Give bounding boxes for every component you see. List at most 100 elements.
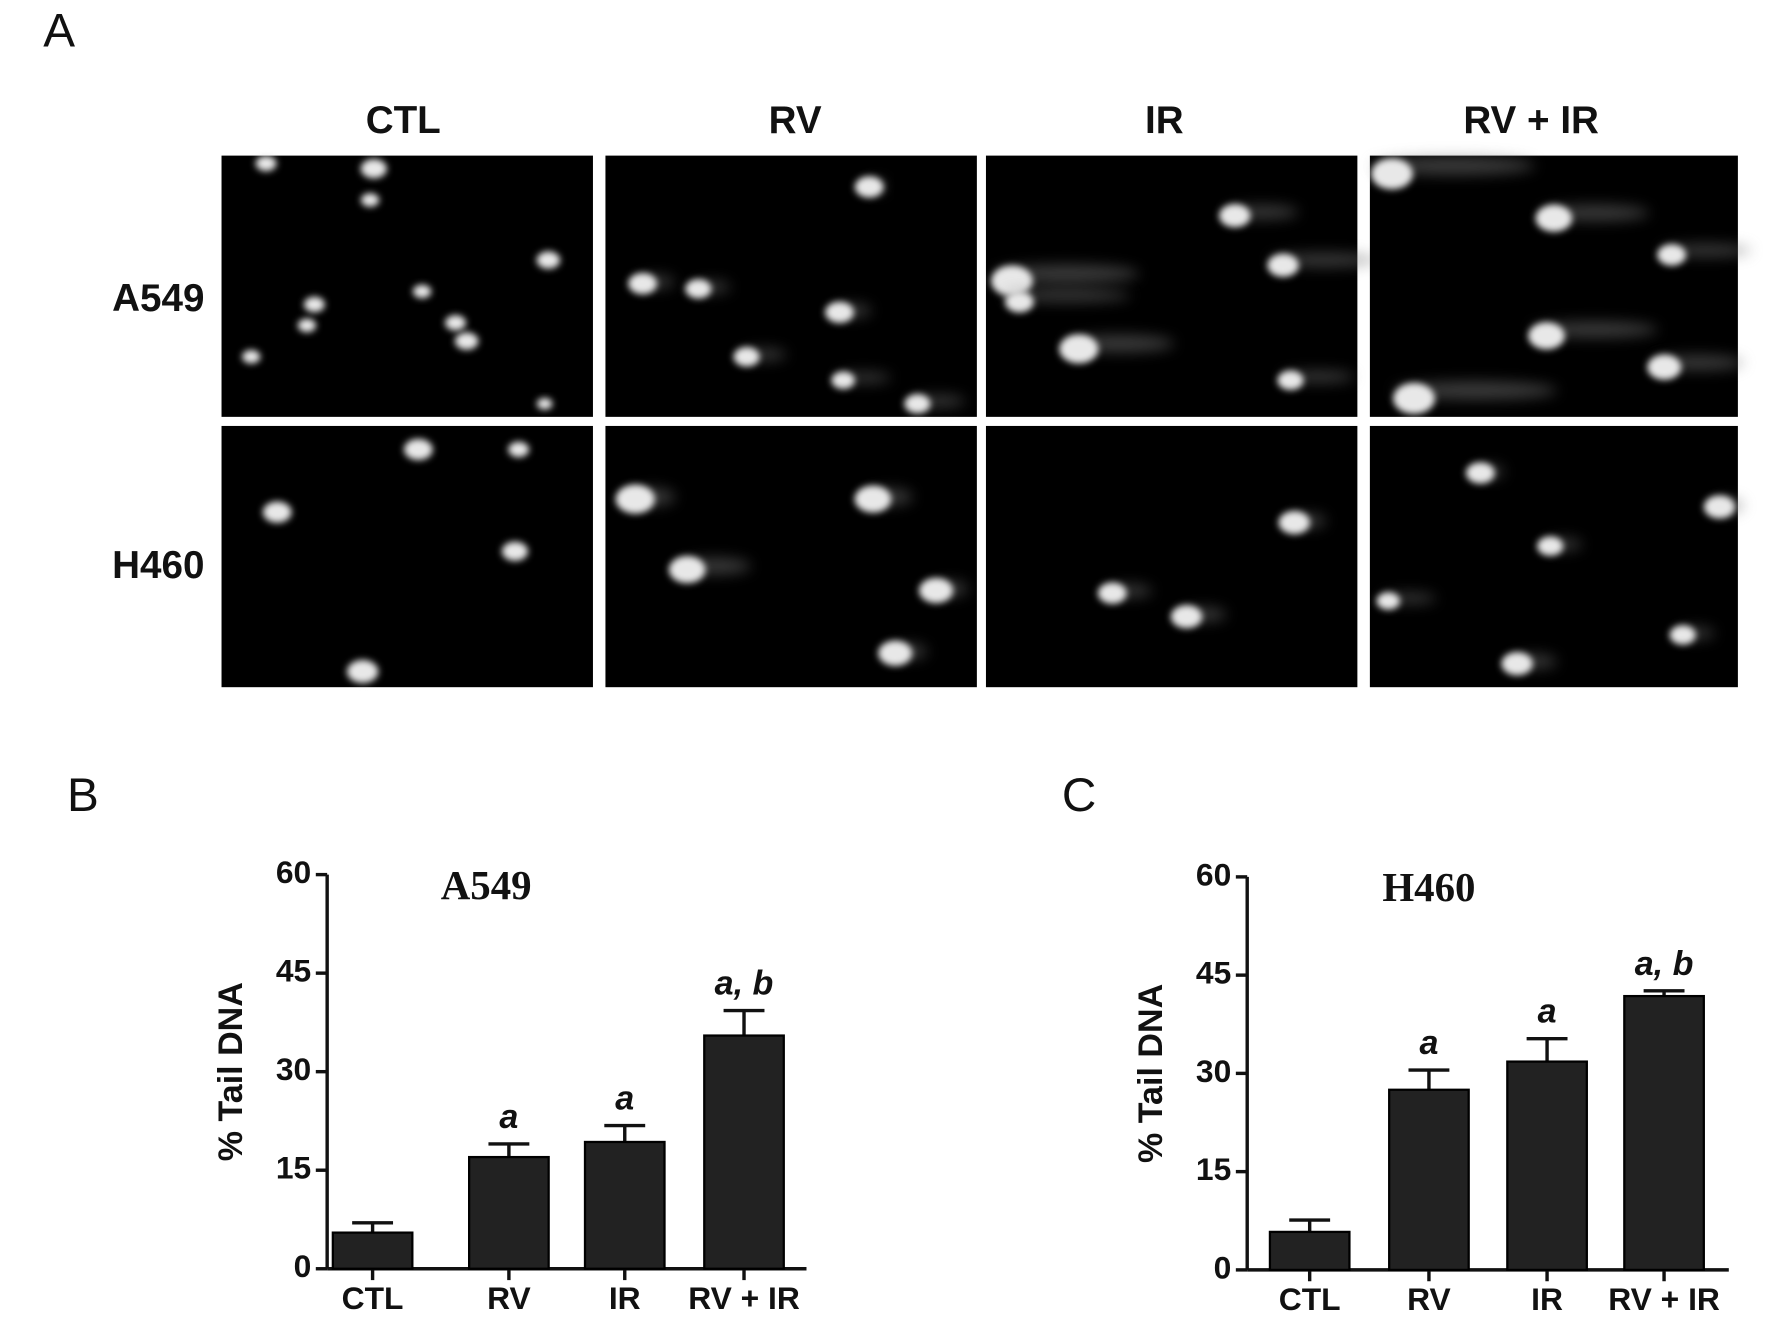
comet-head bbox=[1097, 582, 1127, 604]
bar bbox=[1268, 1230, 1351, 1272]
comet-head bbox=[1267, 253, 1299, 277]
comet-image bbox=[985, 155, 1379, 417]
column-header: RV + IR bbox=[1463, 99, 1599, 142]
panel-label: C bbox=[1062, 769, 1096, 822]
y-tick-label: 15 bbox=[1196, 1151, 1231, 1187]
comet-head bbox=[508, 441, 530, 458]
annotation: a bbox=[1538, 993, 1557, 1031]
comet-head bbox=[854, 485, 892, 513]
panel-label: A bbox=[43, 5, 75, 58]
comet-head bbox=[1393, 383, 1435, 415]
comet-head bbox=[685, 279, 712, 299]
y-tick-label: 45 bbox=[276, 953, 311, 989]
comet-head bbox=[668, 556, 706, 584]
y-tick-label: 30 bbox=[276, 1051, 311, 1087]
x-tick-label: CTL bbox=[342, 1280, 404, 1316]
y-tick-label: 60 bbox=[276, 854, 311, 890]
comet-tail bbox=[1393, 381, 1558, 400]
x-tick-label: RV + IR bbox=[688, 1280, 800, 1316]
annotation: a, b bbox=[1635, 945, 1694, 983]
comet-head bbox=[501, 541, 529, 561]
y-tick-label: 60 bbox=[1196, 856, 1231, 892]
bar bbox=[583, 1140, 666, 1270]
comet-head bbox=[1535, 204, 1573, 232]
comet-head bbox=[1537, 536, 1564, 556]
column-header: IR bbox=[1145, 99, 1184, 142]
comet-head bbox=[1376, 592, 1401, 610]
x-tick-label: RV bbox=[1407, 1281, 1451, 1317]
comet-head bbox=[404, 438, 433, 461]
comet-image bbox=[1369, 425, 1744, 688]
comet-head bbox=[536, 251, 561, 269]
comet-head bbox=[831, 371, 855, 389]
comet-image bbox=[605, 155, 977, 417]
y-tick-label: 45 bbox=[1196, 955, 1231, 991]
comet-head bbox=[991, 265, 1033, 297]
comet-head bbox=[1647, 354, 1682, 380]
image-tile bbox=[221, 425, 593, 688]
comet-head bbox=[242, 350, 261, 364]
chart-title: A549 bbox=[441, 863, 532, 908]
error-bar bbox=[604, 1123, 646, 1142]
comet-head bbox=[825, 301, 854, 323]
image-tile bbox=[605, 425, 977, 688]
y-tick-label: 0 bbox=[1214, 1249, 1232, 1285]
comet-head bbox=[445, 315, 466, 331]
column-header: CTL bbox=[366, 99, 441, 142]
comet-head bbox=[1170, 605, 1203, 629]
comet-head bbox=[1059, 334, 1099, 364]
error-bar bbox=[1408, 1068, 1450, 1090]
x-tick-label: CTL bbox=[1279, 1281, 1341, 1317]
comet-head bbox=[346, 659, 379, 684]
comet-head bbox=[1528, 322, 1565, 350]
comet-head bbox=[360, 159, 387, 179]
comet-head bbox=[1371, 158, 1413, 190]
bar bbox=[331, 1231, 414, 1270]
comet-head bbox=[615, 484, 655, 514]
y-tick-label: 30 bbox=[1196, 1053, 1231, 1089]
image-tile bbox=[1369, 425, 1738, 688]
y-tick-label: 0 bbox=[294, 1248, 312, 1284]
bar bbox=[703, 1034, 785, 1270]
comet-head bbox=[412, 284, 432, 299]
comet-image bbox=[221, 155, 593, 417]
comet-head bbox=[854, 176, 884, 198]
image-tile bbox=[1369, 155, 1738, 417]
comet-head bbox=[1657, 244, 1687, 266]
image-tile bbox=[221, 155, 593, 417]
comet-head bbox=[628, 273, 657, 295]
image-tile bbox=[985, 425, 1358, 688]
bar bbox=[1506, 1060, 1588, 1272]
annotation: a bbox=[615, 1080, 634, 1118]
comet-head bbox=[1005, 291, 1034, 313]
error-bar bbox=[488, 1142, 530, 1158]
panel-label: B bbox=[67, 769, 99, 822]
x-tick-label: IR bbox=[609, 1280, 641, 1316]
comet-head bbox=[262, 501, 292, 523]
comet-head bbox=[1219, 204, 1251, 228]
x-tick-label: IR bbox=[1531, 1281, 1563, 1317]
y-axis-label: % Tail DNA bbox=[212, 982, 250, 1161]
x-tick-label: RV bbox=[487, 1280, 531, 1316]
y-axis-label: % Tail DNA bbox=[1132, 984, 1170, 1163]
comet-head bbox=[1501, 652, 1533, 676]
comet-head bbox=[1278, 511, 1310, 535]
bar bbox=[468, 1155, 550, 1270]
comet-head bbox=[536, 398, 553, 410]
annotation: a, b bbox=[715, 965, 774, 1003]
y-tick-label: 15 bbox=[276, 1150, 311, 1186]
comet-head bbox=[1277, 370, 1304, 390]
comet-head bbox=[360, 193, 380, 207]
row-label: H460 bbox=[112, 544, 204, 587]
comet-head bbox=[297, 318, 317, 333]
error-bar bbox=[1526, 1036, 1568, 1062]
comet-tail bbox=[1003, 289, 1131, 302]
bar bbox=[1388, 1088, 1470, 1272]
comet-head bbox=[255, 155, 277, 172]
comet-image bbox=[985, 425, 1358, 688]
comet-head bbox=[904, 394, 931, 414]
comet-head bbox=[919, 577, 953, 604]
comet-image bbox=[221, 425, 593, 688]
comet-head bbox=[1703, 495, 1736, 519]
